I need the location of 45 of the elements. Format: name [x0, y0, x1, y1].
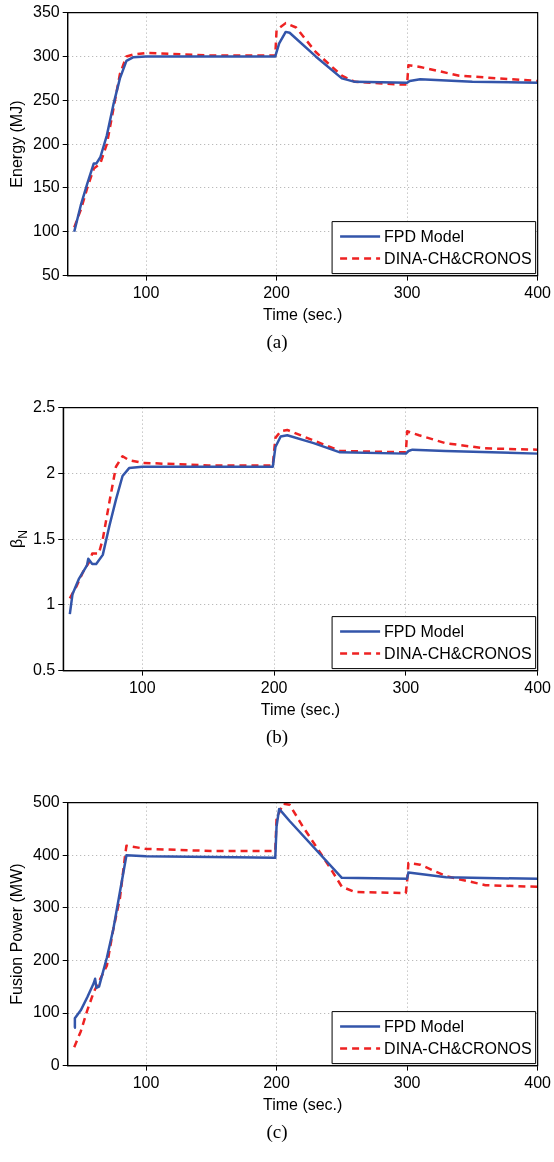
y-tick-label: 150 [32, 178, 60, 196]
x-tick-label: 100 [132, 1073, 160, 1091]
x-tick-label: 100 [128, 678, 156, 696]
y-tick-label: 300 [32, 46, 60, 64]
y-axis-title: Fusion Power (MW) [8, 863, 25, 1005]
y-axis-title: βN [8, 530, 30, 549]
x-tick-label: 400 [524, 283, 552, 301]
x-tick-label: 300 [392, 678, 420, 696]
x-tick-label: 400 [524, 1073, 552, 1091]
y-tick-label: 350 [32, 3, 60, 21]
x-axis-title: Time (sec.) [260, 700, 341, 718]
x-axis-title: Time (sec.) [262, 305, 343, 323]
text: (b) [264, 726, 290, 748]
y-tick-label: 200 [32, 134, 60, 152]
legend-label: DINA-CH&CRONOS [384, 645, 532, 663]
y-tick-label: 1.5 [32, 529, 56, 547]
y-axis-title: Energy (MJ) [8, 100, 25, 188]
y-tick-label: 0.5 [32, 661, 56, 679]
y-tick-label: 250 [32, 90, 60, 108]
y-tick-label: 400 [32, 845, 60, 863]
x-axis-title: Time (sec.) [262, 1095, 343, 1113]
x-tick-label: 200 [260, 678, 288, 696]
y-tick-label: 0 [50, 1056, 60, 1074]
legend-label: FPD Model [384, 623, 465, 641]
x-tick-label: 300 [393, 283, 421, 301]
x-tick-label: 400 [524, 678, 552, 696]
x-tick-label: 200 [263, 283, 291, 301]
text: (c) [265, 1121, 289, 1143]
y-tick-label: 200 [32, 950, 60, 968]
x-tick-label: 300 [393, 1073, 421, 1091]
x-tick-label: 100 [132, 283, 160, 301]
legend-label: FPD Model [384, 1018, 465, 1036]
y-tick-label: 2 [46, 463, 56, 481]
y-tick-label: 100 [32, 222, 60, 240]
y-tick-label: 100 [32, 1003, 60, 1021]
legend-label: DINA-CH&CRONOS [384, 1040, 532, 1058]
y-tick-label: 50 [41, 266, 60, 284]
y-tick-label: 2.5 [32, 398, 56, 416]
y-tick-label: 1 [46, 595, 56, 613]
text: (a) [265, 331, 289, 353]
y-tick-label: 500 [32, 793, 60, 811]
x-tick-label: 200 [263, 1073, 291, 1091]
legend-label: FPD Model [384, 228, 465, 246]
legend-label: DINA-CH&CRONOS [384, 250, 532, 268]
y-tick-label: 300 [32, 898, 60, 916]
